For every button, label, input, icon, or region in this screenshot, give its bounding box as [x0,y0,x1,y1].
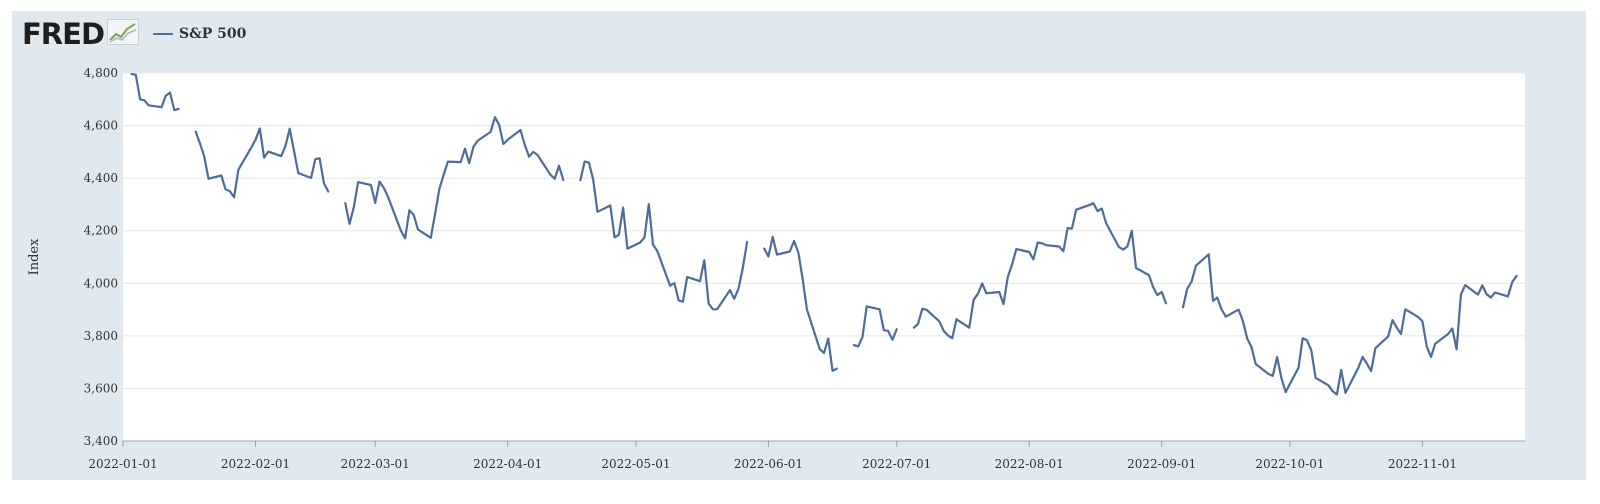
series-line-segment [912,202,1168,340]
x-axis: 2022-01-01 2022-02-01 2022-03-01 2022-04-01… [88,440,1525,471]
series-line-segment [852,305,898,348]
chart-line-icon [107,19,140,49]
x-tick-label: 2022-09-01 [1127,457,1196,471]
legend-label: S&P 500 [179,26,247,42]
y-tick-label: 4,000 [84,276,118,290]
x-tick-label: 2022-07-01 [862,457,931,471]
y-tick-label: 3,800 [84,329,118,343]
legend[interactable]: S&P 500 [153,26,246,42]
series-line-segment [1181,253,1518,396]
plot-area [123,73,1525,441]
y-tick-label: 4,400 [84,171,118,185]
x-tick-label: 2022-06-01 [734,457,803,471]
series-layer [130,72,1518,396]
fred-logo[interactable]: FRED [22,16,140,51]
y-tick-label: 4,800 [84,66,118,80]
x-tick-label: 2022-10-01 [1255,457,1324,471]
x-tick-label: 2022-04-01 [473,457,542,471]
series-line-segment [579,160,749,311]
x-tick-label: 2022-01-01 [88,457,157,471]
x-tick-label: 2022-05-01 [601,457,670,471]
y-tick-label: 3,400 [84,434,118,448]
series-line-segment [194,127,330,199]
x-tick-label: 2022-11-01 [1388,457,1457,471]
y-axis-title: Index [27,238,42,276]
x-tick-label: 2022-03-01 [341,457,410,471]
logo-text: FRED [22,16,105,51]
y-tick-label: 4,600 [84,119,118,133]
series-line-segment [763,235,838,372]
legend-swatch [153,33,174,35]
y-tick-label: 4,200 [84,224,118,238]
chart-header: FRED S&P 500 [22,19,246,49]
series-line-segment [130,72,180,112]
x-tick-label: 2022-08-01 [995,457,1064,471]
x-tick-label: 2022-02-01 [221,457,290,471]
series-line-segment [344,116,565,240]
y-tick-label: 3,600 [84,381,118,395]
y-axis: 3,400 3,600 3,800 4,000 4,200 4,400 4,600 4,800 [84,66,118,448]
